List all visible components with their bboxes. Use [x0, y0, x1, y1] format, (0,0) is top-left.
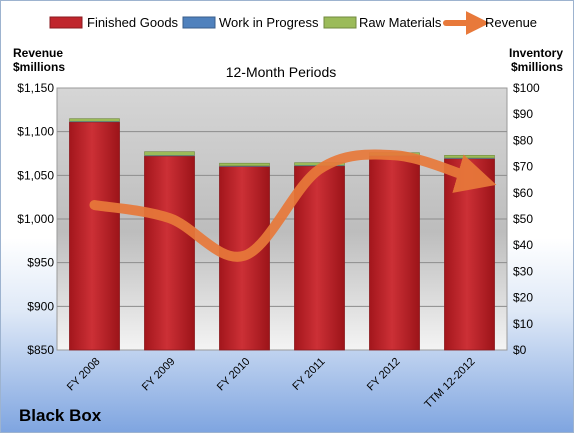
bar-finished-goods [370, 156, 420, 350]
right-tick-label: $50 [513, 212, 533, 226]
legend-label-finished-goods: Finished Goods [87, 15, 179, 30]
right-tick-label: $40 [513, 238, 533, 252]
bar-raw-materials [70, 119, 120, 122]
legend-label-work-in-progress: Work in Progress [219, 15, 319, 30]
right-tick-label: $80 [513, 133, 533, 147]
right-axis-title-line1: Inventory [509, 46, 563, 60]
left-tick-label: $850 [27, 343, 54, 357]
bar-finished-goods [445, 159, 495, 350]
legend-item-finished-goods: Finished Goods [50, 15, 179, 30]
legend-item-revenue: Revenue [446, 15, 537, 30]
right-axis-ticks: $100 $90 $80 $70 $60 $50 $40 $30 $20 $10 $0 [513, 81, 540, 357]
bar-raw-materials [220, 163, 270, 166]
left-tick-label: $1,000 [17, 212, 54, 226]
right-tick-label: $70 [513, 160, 533, 174]
x-tick-label: FY 2012 [365, 356, 403, 394]
legend-label-revenue: Revenue [485, 15, 537, 30]
legend-item-work-in-progress: Work in Progress [183, 15, 319, 30]
left-axis-title-line2: $millions [13, 60, 65, 74]
left-axis-title-line1: Revenue [13, 46, 63, 60]
x-tick-label: FY 2011 [290, 356, 327, 393]
x-axis-ticks: FY 2008 FY 2009 FY 2010 FY 2011 FY 2012 TTM 1… [65, 356, 478, 411]
left-tick-label: $900 [27, 299, 54, 313]
left-tick-label: $1,100 [17, 125, 54, 139]
bar-raw-materials [145, 152, 195, 156]
x-tick-label: FY 2009 [140, 356, 178, 394]
bar-finished-goods [145, 156, 195, 350]
right-axis-title-line2: $millions [511, 60, 563, 74]
right-tick-label: $60 [513, 186, 533, 200]
right-tick-label: $30 [513, 264, 533, 278]
right-tick-label: $20 [513, 291, 533, 305]
legend-item-raw-materials: Raw Materials [324, 15, 442, 30]
bar-raw-materials [445, 155, 495, 158]
left-tick-label: $950 [27, 256, 54, 270]
legend-swatch-raw-materials [324, 17, 356, 28]
legend-label-raw-materials: Raw Materials [359, 15, 442, 30]
left-tick-label: $1,150 [17, 81, 54, 95]
chart-title: 12-Month Periods [226, 64, 337, 80]
x-tick-label: TTM 12-2012 [422, 356, 477, 411]
left-axis-ticks: $1,150 $1,100 $1,050 $1,000 $950 $900 $850 [17, 81, 54, 357]
right-tick-label: $90 [513, 107, 533, 121]
right-tick-label: $100 [513, 81, 540, 95]
bar-finished-goods [70, 122, 120, 350]
left-tick-label: $1,050 [17, 168, 54, 182]
right-tick-label: $0 [513, 343, 527, 357]
company-name: Black Box [19, 406, 102, 425]
legend-swatch-work-in-progress [183, 17, 215, 28]
legend-swatch-finished-goods [50, 17, 82, 28]
x-tick-label: FY 2008 [65, 356, 103, 394]
right-tick-label: $10 [513, 317, 533, 331]
legend: Finished Goods Work in Progress Raw Mate… [50, 15, 537, 30]
x-tick-label: FY 2010 [215, 356, 253, 394]
